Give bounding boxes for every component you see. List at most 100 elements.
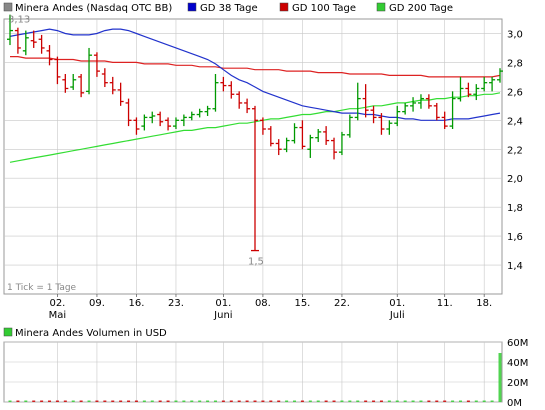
- volume-y-tick-label: 40M: [507, 358, 528, 369]
- ohlc-bar: [410, 97, 417, 112]
- ohlc-bar: [315, 129, 322, 143]
- x-tick-label: 02.: [49, 298, 65, 309]
- volume-bar: [16, 400, 20, 402]
- volume-bar: [300, 400, 304, 402]
- volume-bar: [182, 400, 186, 402]
- ohlc-bar: [417, 94, 424, 109]
- tick-note: 1 Tick = 1 Tage: [7, 283, 77, 293]
- ohlc-bar: [473, 84, 480, 101]
- ohlc-bar: [157, 111, 164, 127]
- ohlc-bar: [101, 68, 108, 88]
- ohlc-bar: [22, 30, 29, 56]
- ohlc-bar: [165, 117, 172, 131]
- ohlc-series: [7, 14, 503, 252]
- ohlc-bar: [346, 114, 353, 138]
- ohlc-bar: [93, 52, 100, 77]
- volume-plot-area: [3, 341, 503, 403]
- volume-bar: [474, 400, 478, 402]
- volume-y-tick-label: 60M: [507, 338, 528, 349]
- legend-swatch-gd100: [279, 2, 289, 12]
- ohlc-bar: [338, 131, 345, 156]
- price-plot-area: [3, 18, 503, 295]
- ohlc-bar: [7, 14, 13, 46]
- ohlc-bar: [14, 27, 21, 54]
- ohlc-bar: [489, 76, 496, 92]
- legend-label-gd38: GD 38 Tage: [200, 3, 258, 14]
- volume-bar: [206, 400, 210, 402]
- y-tick-label: 2,2: [507, 145, 523, 156]
- volume-bar: [451, 400, 455, 402]
- ohlc-bar: [457, 76, 464, 102]
- volume-bar: [482, 400, 486, 402]
- volume-bar: [32, 400, 36, 402]
- ohlc-bar: [441, 111, 448, 129]
- x-tick-label: 22.: [334, 298, 350, 309]
- volume-bar: [134, 400, 138, 402]
- volume-bar: [158, 400, 162, 402]
- ohlc-bar: [354, 82, 361, 121]
- volume-bar: [221, 400, 225, 402]
- ohlc-bar: [70, 74, 77, 90]
- volume-bar: [364, 400, 368, 402]
- volume-bar: [372, 400, 376, 402]
- volume-bar: [103, 400, 107, 402]
- volume-bar: [293, 400, 297, 402]
- y-tick-label: 1,8: [507, 203, 523, 214]
- ohlc-bar: [323, 126, 330, 145]
- volume-bar: [245, 400, 249, 402]
- ohlc-bar: [291, 123, 298, 144]
- volume-bar: [419, 400, 423, 402]
- x-tick-label: 18.: [476, 298, 492, 309]
- volume-bar: [356, 400, 360, 402]
- volume-bar: [150, 400, 154, 402]
- volume-y-axis: 60M 40M 20M 0M: [507, 338, 528, 409]
- volume-bars: [8, 353, 502, 402]
- volume-bar: [166, 400, 170, 402]
- ohlc-bar: [481, 76, 488, 92]
- volume-bar: [395, 400, 399, 402]
- gd38-series: [9, 28, 501, 121]
- ohlc-bar: [133, 117, 140, 135]
- y-tick-label: 2,0: [507, 174, 523, 185]
- ohlc-bar: [362, 84, 369, 118]
- ohlc-bar: [46, 45, 53, 66]
- ohlc-bar: [370, 105, 377, 124]
- ohlc-bar: [149, 111, 156, 124]
- volume-bar: [71, 400, 75, 402]
- y-tick-label: 3,0: [507, 29, 523, 40]
- volume-bar: [237, 400, 241, 402]
- volume-bar: [8, 400, 12, 402]
- volume-grid: [4, 341, 502, 403]
- gd100-series: [10, 55, 501, 78]
- volume-bar: [111, 400, 115, 402]
- volume-bar: [277, 400, 281, 402]
- volume-bar: [498, 353, 502, 402]
- ohlc-bar: [449, 91, 456, 129]
- volume-bar: [387, 400, 391, 402]
- ohlc-bar: [180, 114, 187, 127]
- gd38-line: [9, 28, 501, 121]
- x-tick-label: 09.: [89, 298, 105, 309]
- y-tick-label: 2,8: [507, 58, 523, 69]
- volume-bar: [253, 400, 257, 402]
- volume-bar: [316, 400, 320, 402]
- x-tick-label: 08.: [255, 298, 271, 309]
- volume-bar: [285, 400, 289, 402]
- ohlc-bar: [402, 102, 409, 115]
- ohlc-bar: [394, 105, 401, 127]
- ohlc-bar: [267, 126, 274, 147]
- annotation-high: 3,13: [8, 15, 30, 26]
- volume-bar: [87, 400, 91, 402]
- ohlc-bar: [54, 56, 61, 85]
- ohlc-bar: [275, 139, 282, 156]
- volume-bar: [198, 400, 202, 402]
- ohlc-bar: [38, 34, 45, 54]
- volume-bar: [127, 400, 131, 402]
- legend-label-gd100: GD 100 Tage: [292, 3, 356, 14]
- ohlc-bar: [433, 102, 440, 121]
- ohlc-bar: [283, 137, 290, 153]
- volume-bar: [40, 400, 44, 402]
- ohlc-bar: [497, 68, 503, 83]
